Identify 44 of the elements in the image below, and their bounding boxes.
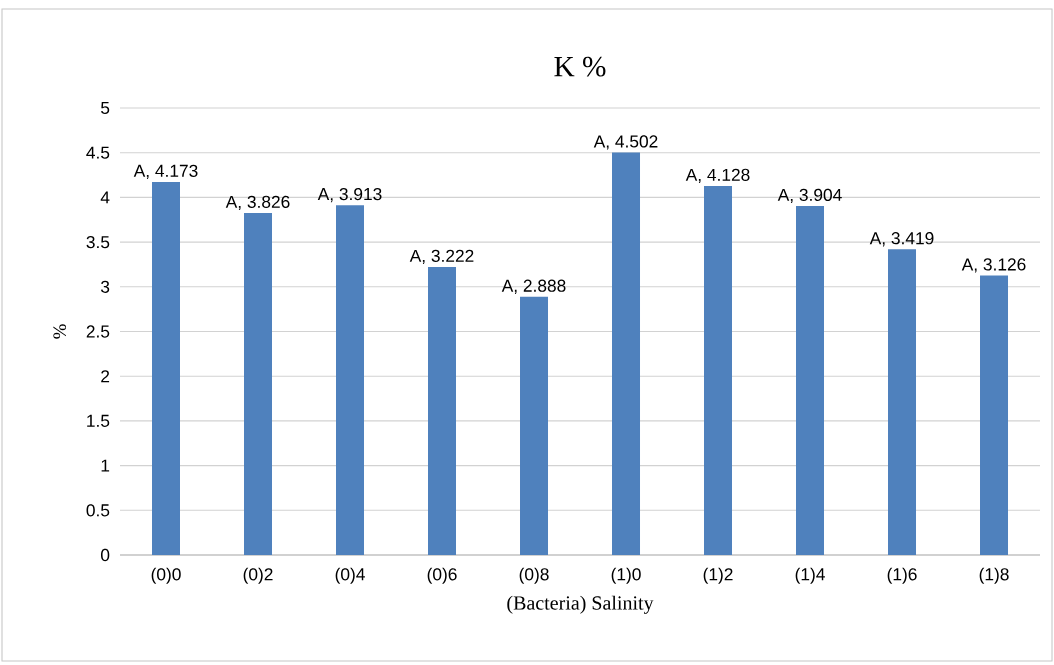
- bar: [520, 296, 549, 555]
- y-tick-label: 2.5: [86, 325, 110, 338]
- data-label: A, 3.419: [869, 232, 934, 247]
- x-tick-label: (1)2: [703, 567, 733, 584]
- x-axis-title: (Bacteria) Salinity: [507, 595, 654, 614]
- y-tick-label: 4.5: [86, 146, 110, 159]
- x-tick-label: (1)4: [795, 567, 825, 584]
- bar: [152, 181, 180, 555]
- data-label: A, 3.826: [225, 195, 290, 211]
- y-tick-label: 1: [101, 459, 110, 472]
- x-tick-label: (1)8: [979, 567, 1009, 584]
- y-tick-label: 0: [100, 548, 110, 562]
- bar: [612, 152, 641, 555]
- data-label: A, 2.888: [501, 279, 566, 294]
- y-tick-label: 3: [100, 280, 110, 293]
- bar: [704, 185, 733, 555]
- y-tick-label: 0.5: [86, 504, 110, 517]
- x-tick-label: (0)0: [151, 567, 181, 584]
- y-tick-label: 1.5: [87, 414, 110, 427]
- data-label: A, 4.128: [685, 168, 750, 184]
- data-label: A, 3.904: [777, 188, 842, 204]
- bar: [980, 275, 1009, 555]
- bar: [336, 205, 364, 555]
- x-tick-label: (0)6: [427, 567, 457, 584]
- bar: [888, 249, 917, 555]
- x-tick-label: (1)6: [887, 567, 917, 584]
- chart-title: K %: [554, 56, 606, 77]
- data-label: A, 3.222: [409, 249, 474, 265]
- y-tick-label: 5: [101, 101, 110, 115]
- x-tick-label: (0)2: [243, 567, 273, 584]
- y-tick-label: 3.5: [86, 235, 110, 249]
- data-label: A, 4.502: [593, 135, 658, 150]
- y-axis-title: %: [53, 324, 67, 339]
- data-label: A, 3.913: [317, 187, 382, 203]
- data-label: A, 4.173: [133, 164, 198, 180]
- y-tick-label: 2: [101, 370, 110, 383]
- bar: [428, 266, 456, 555]
- y-tick-label: 4: [100, 191, 110, 204]
- x-tick-label: (0)4: [335, 567, 365, 584]
- data-label: A, 3.126: [961, 258, 1026, 273]
- bar: [796, 205, 825, 555]
- bar: [244, 212, 273, 555]
- x-tick-label: (0)8: [519, 567, 549, 584]
- x-tick-label: (1)0: [611, 567, 641, 584]
